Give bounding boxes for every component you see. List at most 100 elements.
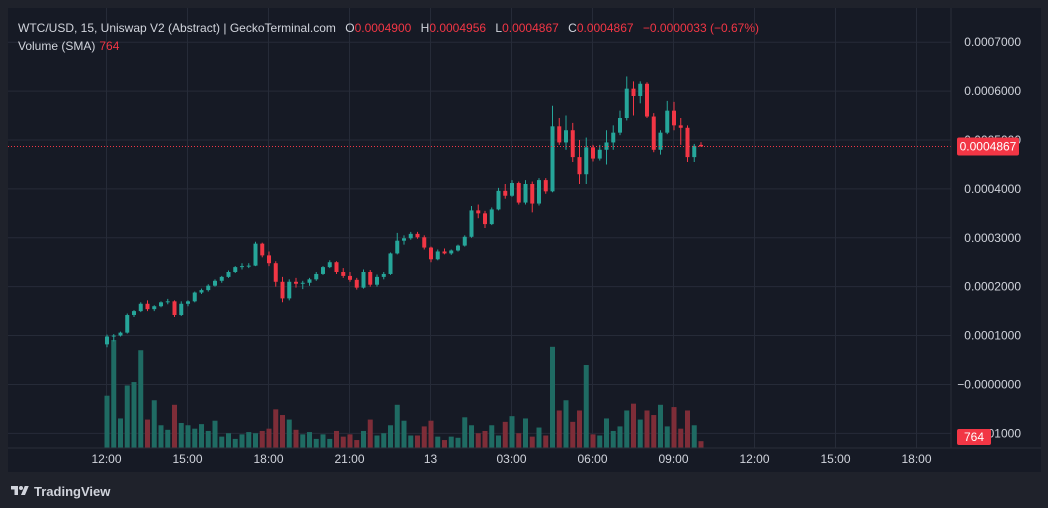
volume-bar xyxy=(212,420,218,448)
volume-bar xyxy=(442,440,447,448)
price-chart[interactable]: 0.00070000.00060000.00050000.00040000.00… xyxy=(8,8,1041,472)
chart-canvas[interactable]: 0.00070000.00060000.00050000.00040000.00… xyxy=(8,8,1041,472)
price-tick-label: 0.0001000 xyxy=(964,329,1021,343)
low-label: L xyxy=(495,21,503,35)
candle-body xyxy=(631,88,636,96)
volume-bar xyxy=(104,395,110,448)
candle-body xyxy=(692,145,697,158)
volume-bar xyxy=(354,440,360,448)
volume-bar xyxy=(253,433,258,448)
candle-body xyxy=(408,233,413,239)
candle-body xyxy=(294,281,298,284)
volume-bar xyxy=(583,365,589,448)
last-volume-badge xyxy=(957,429,991,445)
candle-body xyxy=(240,266,244,268)
time-tick-label: 13 xyxy=(424,452,438,466)
price-axis[interactable]: 0.00070000.00060000.00050000.00040000.00… xyxy=(957,35,1021,440)
time-tick-label: 18:00 xyxy=(901,452,931,466)
volume-bar xyxy=(280,415,285,448)
time-axis[interactable]: 12:00 15:00 18:00 21:00 13 03:00 06:00 09:00 12:… xyxy=(91,452,931,466)
axis-markers: 0.0004867 764 xyxy=(957,137,1019,445)
price-tick-label: 0.0007000 xyxy=(964,35,1021,49)
candle-body xyxy=(469,210,474,237)
candle-body xyxy=(570,130,575,158)
price-tick-label: 0.0002000 xyxy=(964,280,1021,294)
candle-body xyxy=(618,118,622,133)
time-tick-label: 21:00 xyxy=(334,452,364,466)
volume-bar xyxy=(469,425,474,448)
last-price-label: 0.0004867 xyxy=(960,140,1017,154)
volume-bar xyxy=(637,419,643,448)
volume-bar xyxy=(374,435,380,448)
candle-body xyxy=(341,272,346,276)
chart-legend: WTC/USD, 15, Uniswap V2 (Abstract) | Gec… xyxy=(18,19,759,55)
candle-body xyxy=(219,276,224,281)
candle-body xyxy=(105,336,109,345)
volume-bar xyxy=(347,434,353,448)
tradingview-brand[interactable]: TradingView xyxy=(34,483,111,499)
candle-body xyxy=(321,267,325,274)
volume-bar xyxy=(563,400,569,448)
volume-bar xyxy=(300,434,306,448)
candle-body xyxy=(476,210,481,214)
candle-body xyxy=(699,144,703,147)
volume-bar xyxy=(151,400,157,448)
volume-bar xyxy=(678,428,684,448)
volume-bar xyxy=(435,436,441,448)
candle-body xyxy=(456,245,460,251)
volume-bar xyxy=(685,410,690,448)
volume-bar xyxy=(421,426,427,448)
volume-bar xyxy=(624,410,630,448)
volume-bar xyxy=(388,425,393,448)
candle-body xyxy=(543,180,548,192)
volume-bar xyxy=(523,418,528,448)
volume-bar xyxy=(232,438,238,448)
change-value: −0.0000033 (−0.67%) xyxy=(642,21,759,35)
close-label: C xyxy=(568,21,577,35)
candle-body xyxy=(381,273,386,277)
volume-bar xyxy=(340,436,346,448)
volume-bars xyxy=(104,340,704,448)
candle-body xyxy=(280,281,285,299)
candle-body xyxy=(138,303,143,312)
candle-body xyxy=(192,292,197,302)
price-tick-label: 0.0004000 xyxy=(964,182,1021,196)
candle-body xyxy=(118,332,123,336)
volume-bar xyxy=(178,422,184,448)
price-tick-label: −0.0000000 xyxy=(957,377,1021,391)
candle-body xyxy=(314,273,319,280)
volume-row: Volume (SMA) 764 xyxy=(18,37,759,55)
candle-body xyxy=(611,132,616,143)
volume-bar xyxy=(516,433,522,448)
time-tick-label: 15:00 xyxy=(172,452,202,466)
volume-bar xyxy=(327,438,333,448)
symbol-info[interactable]: WTC/USD, 15, Uniswap V2 (Abstract) | Gec… xyxy=(18,21,336,35)
volume-bar xyxy=(529,436,535,448)
volume-bar xyxy=(145,419,150,448)
volume-label[interactable]: Volume (SMA) xyxy=(18,39,96,53)
footer: TradingView xyxy=(10,482,110,500)
candle-body xyxy=(537,180,541,204)
volume-bar xyxy=(631,403,636,448)
volume-bar xyxy=(590,434,596,448)
candle-body xyxy=(186,301,190,304)
candle-body xyxy=(496,190,501,210)
candle-body xyxy=(125,315,130,333)
time-tick-label: 15:00 xyxy=(820,452,850,466)
candle-body xyxy=(300,282,305,284)
volume-bar xyxy=(651,415,657,448)
volume-bar xyxy=(462,417,468,448)
volume-bar xyxy=(577,410,582,448)
volume-bar xyxy=(226,433,231,448)
volume-bar xyxy=(408,435,414,448)
candle-body xyxy=(152,306,157,310)
volume-bar xyxy=(286,419,292,448)
tradingview-logo-icon[interactable] xyxy=(10,484,30,498)
high-label: H xyxy=(420,21,430,35)
candle-body xyxy=(233,267,238,272)
volume-bar xyxy=(489,425,495,448)
candlesticks xyxy=(105,76,703,348)
candle-body xyxy=(159,302,163,307)
volume-bar xyxy=(543,435,549,448)
